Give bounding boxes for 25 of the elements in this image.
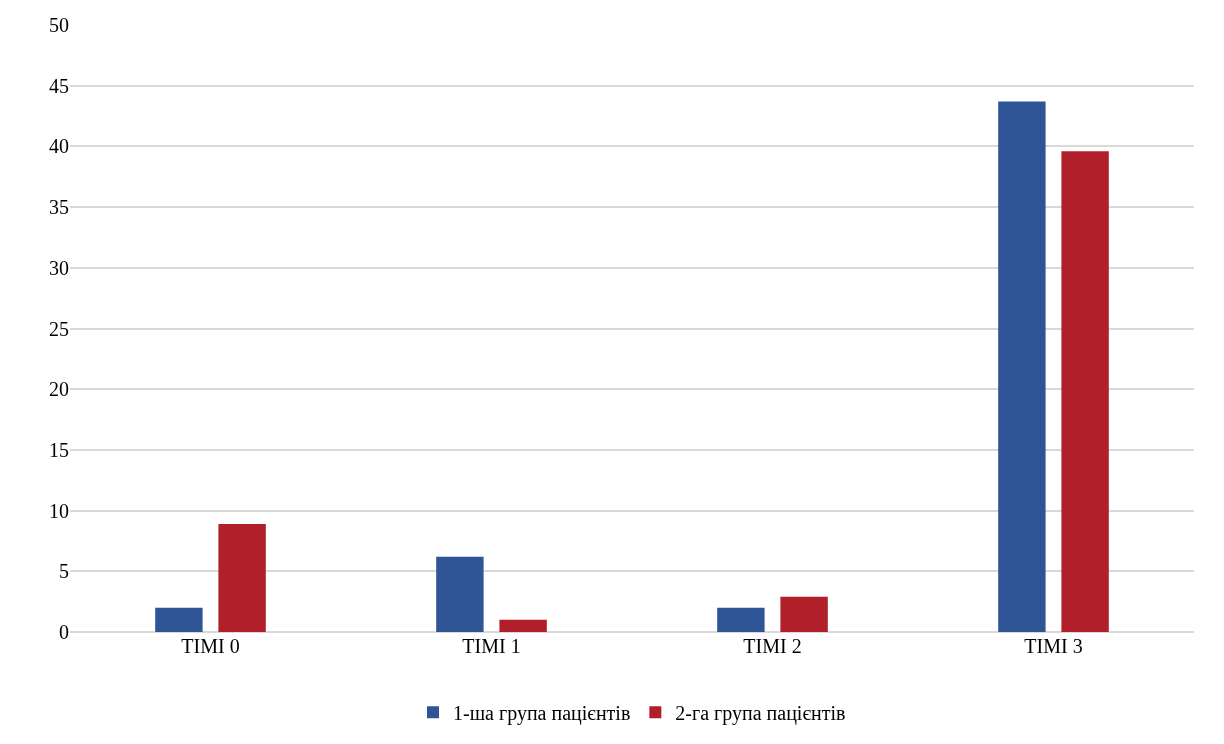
y-tick-label: 50 <box>49 14 69 36</box>
bar <box>155 607 203 632</box>
y-tick-label: 20 <box>49 378 69 401</box>
bar <box>499 619 547 632</box>
y-tick-label: 10 <box>49 499 69 522</box>
bar <box>780 596 828 632</box>
y-tick-label: 35 <box>49 196 69 219</box>
x-tick-label: TIMI 2 <box>743 635 802 657</box>
bar <box>717 607 765 632</box>
y-tick-label: 15 <box>49 438 69 461</box>
y-tick-label: 45 <box>49 74 69 97</box>
x-tick-label: TIMI 0 <box>181 635 240 657</box>
y-tick-label: 0 <box>59 621 69 643</box>
y-tick-label: 5 <box>59 560 69 583</box>
bar <box>998 101 1046 632</box>
bar <box>218 523 266 632</box>
x-tick-label: TIMI 3 <box>1024 635 1083 657</box>
y-tick-label: 25 <box>49 317 69 340</box>
bar <box>436 556 484 632</box>
y-tick-label: 40 <box>49 135 69 158</box>
x-tick-label: TIMI 1 <box>462 635 521 657</box>
y-tick-label: 30 <box>49 256 69 279</box>
legend-label: 1-ша група пацієнтів <box>453 702 631 725</box>
legend-label: 2-га група пацієнтів <box>675 702 846 725</box>
bar <box>1061 151 1109 632</box>
